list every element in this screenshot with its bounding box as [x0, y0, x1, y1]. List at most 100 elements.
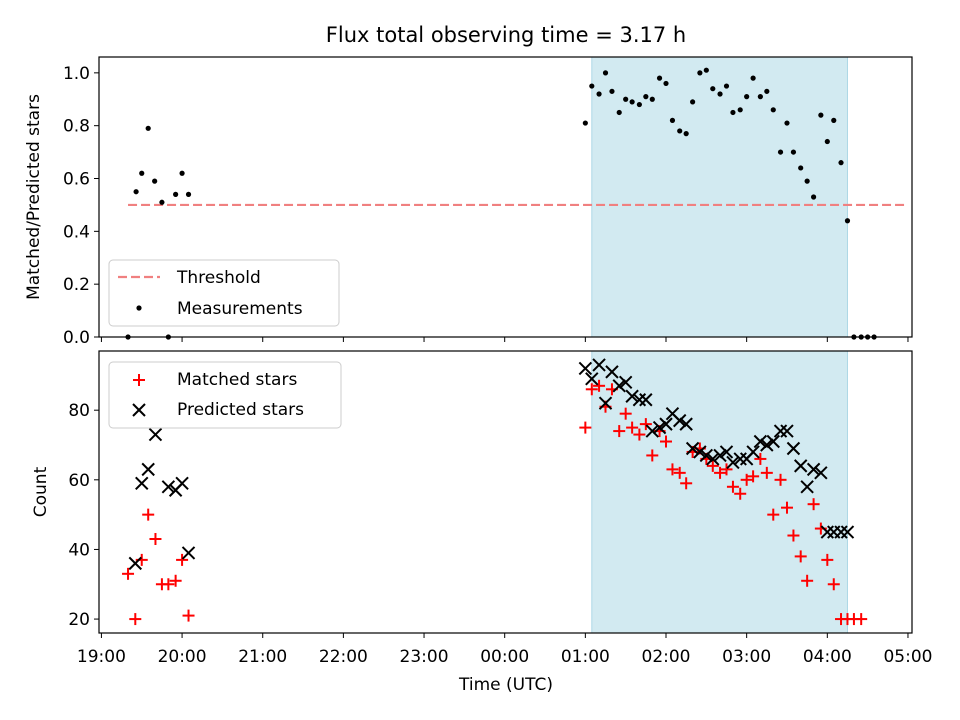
- predicted-point: [175, 476, 189, 491]
- legend-predicted-swatch: [132, 403, 146, 417]
- matched-point: [673, 466, 686, 479]
- y-tick-label: 1.0: [63, 64, 90, 84]
- measurement-point: [784, 120, 790, 126]
- measurement-point: [764, 88, 770, 94]
- measurement-point: [663, 80, 669, 87]
- predicted-point: [840, 525, 855, 539]
- matched-point: [176, 553, 189, 566]
- measurement-point: [844, 218, 851, 224]
- measurement-point: [697, 70, 703, 76]
- predicted-point: [753, 434, 768, 449]
- legend-measurements-label: Measurements: [177, 299, 303, 319]
- predicted-point: [679, 417, 693, 431]
- matched-point: [787, 529, 800, 542]
- measurement-point: [602, 70, 609, 76]
- bottom-legend: Matched stars Predicted stars: [108, 361, 342, 429]
- x-tick-label: 02:00: [642, 647, 691, 667]
- matched-point: [740, 473, 753, 486]
- measurement-point: [185, 191, 192, 197]
- x-tick-label: 05:00: [883, 647, 932, 667]
- predicted-point: [598, 396, 613, 410]
- matched-point: [855, 613, 868, 626]
- measurement-point: [656, 75, 663, 81]
- predicted-point: [685, 441, 700, 456]
- matched-point: [149, 533, 162, 545]
- matched-point: [767, 508, 780, 521]
- predicted-point: [766, 434, 780, 449]
- top-legend-box: [108, 259, 340, 327]
- measurement-point: [152, 178, 158, 184]
- measurement-point: [798, 165, 804, 171]
- predicted-point: [639, 393, 653, 407]
- measurement-point: [139, 170, 145, 176]
- measurement-point: [643, 94, 649, 100]
- top-shaded-interval: [591, 56, 848, 338]
- measurement-point: [145, 125, 151, 131]
- y-tick-label: 60: [68, 471, 90, 491]
- measurement-point: [804, 178, 810, 184]
- measurement-point: [824, 138, 830, 145]
- measurement-point: [770, 107, 776, 113]
- x-tick-label: 22:00: [319, 647, 368, 667]
- measurement-point: [677, 128, 683, 134]
- matched-point: [613, 425, 626, 438]
- predicted-point: [726, 455, 740, 470]
- predicted-point: [719, 445, 734, 459]
- matched-point: [720, 463, 733, 476]
- measurement-point: [723, 83, 730, 89]
- x-tick-label: 21:00: [238, 647, 287, 667]
- top-axes-frame: [98, 56, 913, 338]
- y-tick-label: 0.4: [63, 222, 90, 242]
- matched-point: [162, 578, 175, 591]
- y-tick-label: 0.2: [63, 275, 90, 295]
- predicted-point: [760, 438, 774, 452]
- predicted-point: [780, 424, 794, 438]
- measurement-point: [683, 131, 689, 137]
- legend-predicted-label: Predicted stars: [177, 400, 304, 420]
- matched-point: [821, 553, 834, 566]
- predicted-point: [706, 452, 720, 466]
- predicted-point: [746, 445, 760, 459]
- y-tick-label: 40: [68, 540, 90, 560]
- matched-point: [639, 418, 652, 431]
- measurement-point: [669, 117, 676, 123]
- measurement-point: [750, 75, 756, 81]
- measurement-point: [623, 96, 629, 102]
- bottom-panel: 20 40 60 80 19:00 20:00 21:00 22:00 23:00 00:00 0…: [31, 350, 932, 695]
- predicted-point: [820, 525, 835, 539]
- predicted-point: [673, 413, 687, 428]
- matched-point: [619, 407, 632, 420]
- measurement-point: [179, 170, 185, 176]
- y-tick-label: 80: [68, 401, 90, 421]
- predicted-point: [733, 452, 747, 466]
- measurement-point: [596, 91, 602, 97]
- predicted-point: [135, 476, 149, 491]
- matched-point: [706, 459, 719, 472]
- predicted-point: [148, 427, 163, 442]
- legend-matched-label: Matched stars: [177, 370, 297, 390]
- matched-point: [122, 567, 135, 580]
- predicted-point: [645, 424, 659, 438]
- measurement-point: [790, 149, 797, 155]
- matched-point: [827, 578, 840, 591]
- matched-point: [593, 379, 606, 392]
- matched-point: [714, 466, 727, 479]
- predicted-point: [786, 441, 801, 456]
- predicted-point: [834, 525, 848, 539]
- predicted-point: [161, 480, 176, 494]
- measurement-point: [589, 83, 595, 89]
- matched-point: [129, 613, 142, 626]
- legend-matched-swatch: [133, 374, 145, 386]
- predicted-point: [625, 389, 639, 403]
- bottom-legend-box: [108, 361, 342, 429]
- predicted-point: [793, 459, 808, 473]
- x-axis-label: Time (UTC): [458, 675, 553, 695]
- measurement-point: [757, 94, 763, 100]
- top-panel: 0.0 0.2 0.4 0.6 0.8 1.0 Matched/Predicted sta…: [24, 56, 913, 348]
- top-y-axis-label: Matched/Predicted stars: [24, 94, 44, 300]
- matched-point: [182, 609, 195, 622]
- predicted-point: [141, 462, 155, 477]
- matched-point: [747, 470, 760, 483]
- y-tick-label: 0.0: [63, 328, 90, 348]
